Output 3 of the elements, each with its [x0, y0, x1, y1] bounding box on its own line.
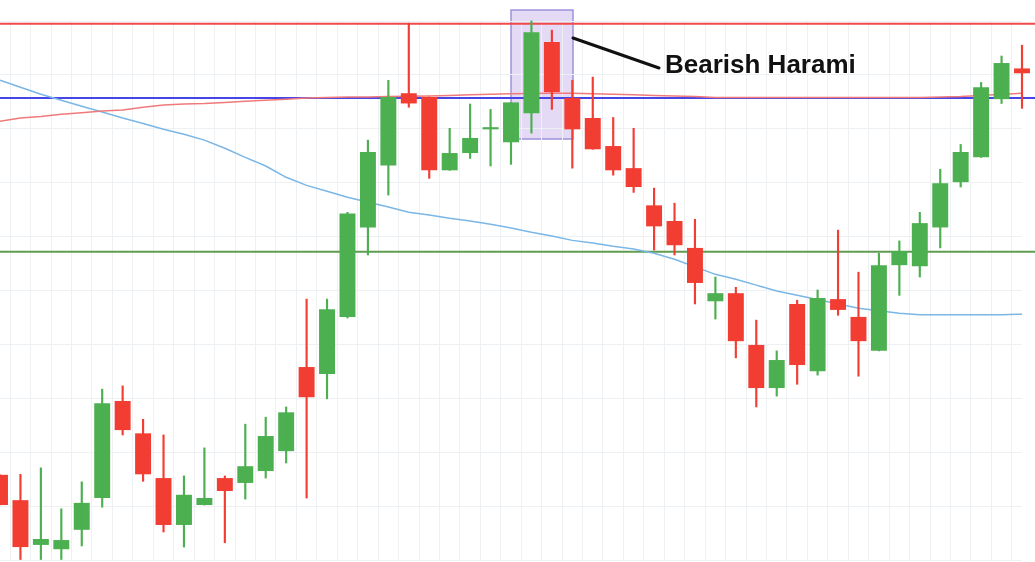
- candlestick: [1014, 44, 1030, 109]
- candlestick: [830, 229, 847, 316]
- annotation: Bearish Harami: [665, 49, 856, 79]
